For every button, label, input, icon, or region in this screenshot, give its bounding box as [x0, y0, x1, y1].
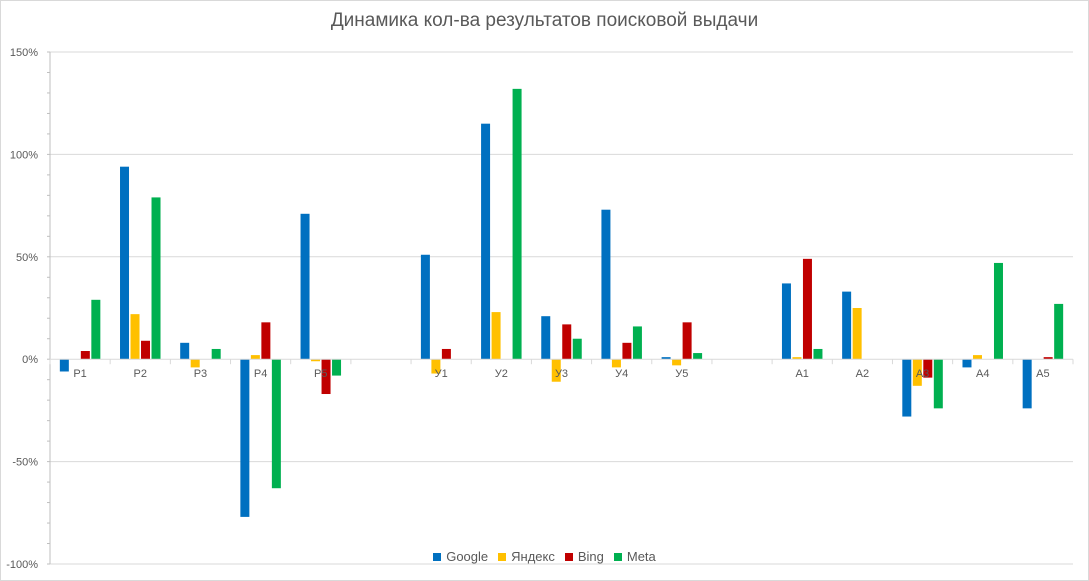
bar-яндекс-А3	[912, 359, 922, 386]
legend-item-meta: Meta	[613, 549, 656, 564]
bar-meta-Р5	[332, 359, 342, 376]
bar-bing-А5	[1043, 357, 1053, 360]
y-tick-label: 0%	[22, 354, 38, 366]
bar-bing-А1	[802, 258, 812, 360]
y-tick-label: 100%	[10, 149, 38, 161]
bar-meta-У4	[632, 326, 642, 360]
bar-bing-Р4	[261, 322, 271, 360]
x-tick-label: Р1	[73, 368, 86, 380]
x-tick-label: Р4	[254, 368, 267, 380]
bar-яндекс-У4	[611, 359, 621, 368]
bar-bing-У5	[682, 322, 692, 360]
tick-labels: 150% 100% 50% 0% -50% -100% Р1 Р2 Р3 Р4 Р5 У1 У2 У3 У4…	[6, 47, 1074, 571]
legend-swatch	[433, 553, 442, 561]
bar-meta-У2	[512, 88, 522, 360]
bar-яндекс-У5	[672, 359, 682, 366]
x-tick-label: У1	[435, 368, 448, 380]
bar-google-У3	[541, 316, 551, 360]
legend-item-яндекс: Яндекс	[498, 549, 555, 564]
bar-meta-А1	[813, 348, 823, 360]
legend-item-bing: Bing	[564, 549, 604, 564]
bar-bing-У4	[622, 342, 632, 360]
bar-google-А1	[781, 283, 791, 360]
bar-bing-Р5	[321, 359, 331, 395]
bar-яндекс-У2	[491, 312, 501, 360]
bar-google-А3	[902, 359, 912, 417]
bar-google-Р1	[59, 359, 69, 372]
legend: Google Яндекс Bing Meta	[0, 549, 1089, 564]
x-tick-label: А1	[795, 368, 808, 380]
y-tick-label: -50%	[12, 457, 38, 469]
x-tick-label: Р3	[194, 368, 207, 380]
legend-label: Bing	[577, 549, 604, 564]
bar-meta-У3	[572, 338, 582, 360]
bar-яндекс-Р3	[190, 359, 200, 368]
bar-яндекс-А4	[972, 355, 982, 360]
bar-meta-А3	[933, 359, 943, 409]
bars	[59, 88, 1064, 517]
bar-bing-Р1	[80, 351, 90, 360]
bar-яндекс-У3	[551, 359, 561, 382]
bar-google-А2	[842, 291, 852, 360]
bar-яндекс-Р4	[250, 355, 260, 360]
legend-item-google: Google	[433, 549, 488, 564]
gridlines	[50, 51, 1073, 565]
x-tick-label: У3	[555, 368, 568, 380]
bar-google-У1	[420, 254, 430, 360]
bar-google-У4	[601, 209, 611, 360]
y-tick-label: 150%	[10, 47, 38, 59]
bar-яндекс-Р2	[130, 314, 140, 360]
bar-google-Р4	[240, 359, 250, 517]
bar-meta-Р4	[271, 359, 281, 489]
x-tick-label: А2	[856, 368, 869, 380]
chart-title: Динамика кол-ва результатов поисковой вы…	[330, 10, 759, 31]
bar-bing-У3	[562, 324, 572, 360]
x-tick-label: А3	[916, 368, 929, 380]
bar-bing-Р2	[141, 340, 151, 360]
y-tick-label: -100%	[6, 559, 38, 571]
bar-meta-Р3	[211, 348, 221, 360]
bar-яндекс-Р5	[311, 359, 321, 362]
legend-label: Meta	[626, 549, 656, 564]
x-tick-label: У4	[615, 368, 628, 380]
bar-google-У2	[481, 123, 491, 360]
y-tick-label: 50%	[16, 252, 38, 264]
legend-swatch	[564, 553, 573, 561]
x-tick-label: У5	[675, 368, 688, 380]
x-tick-label: У2	[495, 368, 508, 380]
legend-label: Google	[446, 549, 489, 564]
bar-google-Р2	[120, 166, 130, 360]
bar-яндекс-А2	[852, 308, 862, 360]
bar-яндекс-У1	[431, 359, 441, 374]
legend-swatch	[613, 553, 622, 561]
bar-google-А5	[1022, 359, 1032, 409]
bar-meta-Р2	[151, 197, 161, 360]
bar-meta-А5	[1054, 303, 1064, 360]
bar-meta-У5	[693, 353, 703, 360]
bar-meta-А4	[993, 262, 1003, 360]
x-tick-label: А4	[976, 368, 989, 380]
bar-meta-Р1	[91, 299, 101, 360]
bar-bing-А3	[923, 359, 933, 378]
bar-google-А4	[962, 359, 972, 368]
bar-google-У5	[661, 357, 671, 360]
x-tick-label: Р2	[134, 368, 147, 380]
x-tick-label: А5	[1036, 368, 1049, 380]
bar-google-Р3	[180, 342, 190, 360]
bar-яндекс-А1	[792, 357, 802, 360]
x-tick-label: Р5	[314, 368, 327, 380]
legend-label: Яндекс	[511, 549, 555, 564]
bar-google-Р5	[300, 213, 310, 360]
legend-swatch	[498, 553, 507, 561]
bar-bing-У1	[441, 348, 451, 360]
axes	[47, 51, 51, 565]
